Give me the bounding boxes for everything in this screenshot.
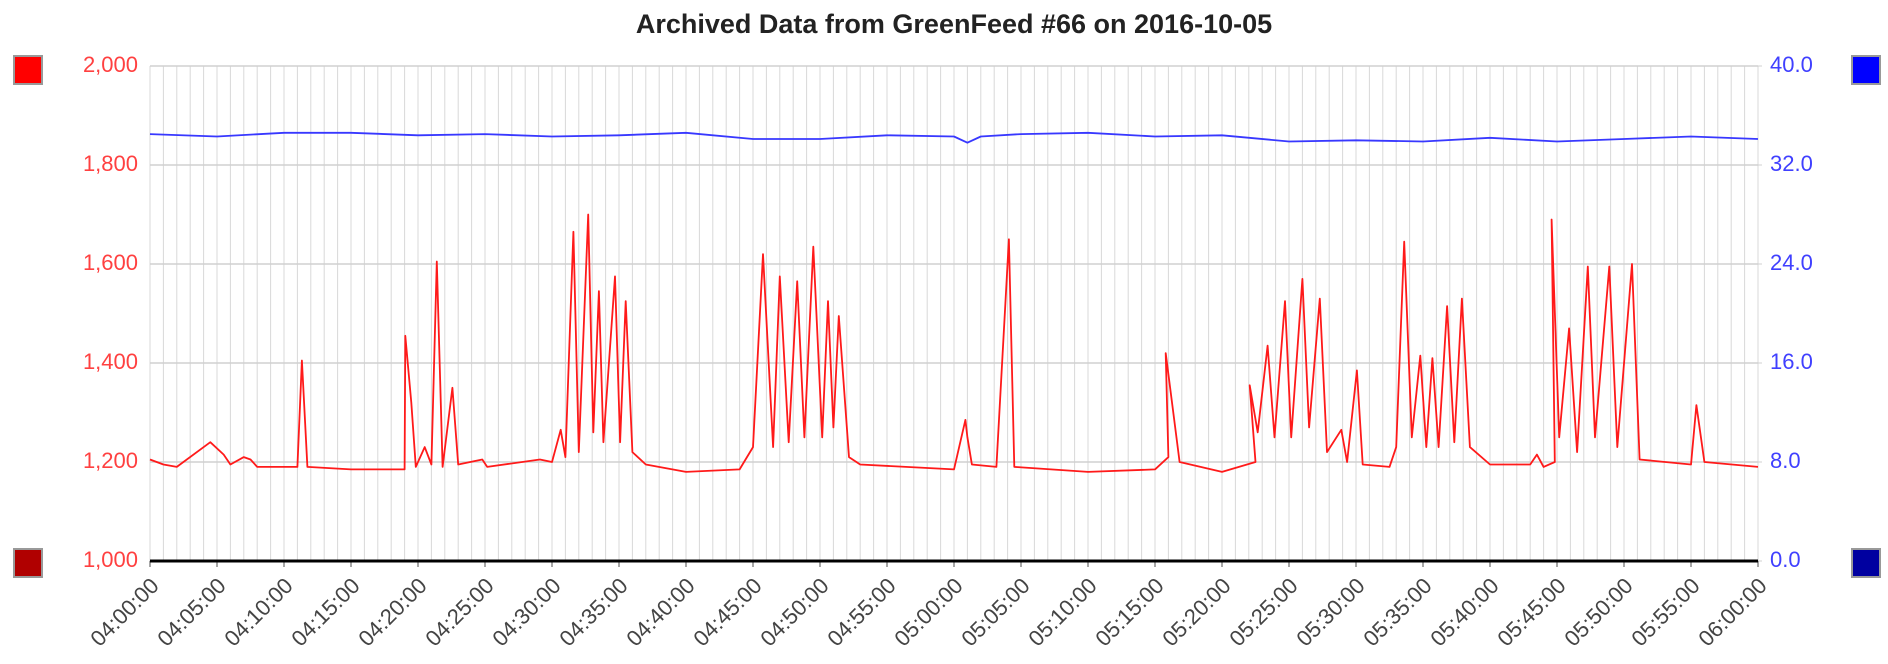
y2-tick-label: 16.0 — [1770, 349, 1813, 374]
y2-tick-label: 32.0 — [1770, 151, 1813, 176]
legend-icon[interactable] — [13, 55, 43, 85]
x-tick-label: 04:55:00 — [822, 573, 900, 651]
y-tick-label: 1,600 — [83, 250, 138, 275]
series-line — [149, 213, 1759, 473]
x-tick-label: 04:30:00 — [487, 573, 565, 651]
series-line — [149, 131, 1759, 144]
y-tick-label: 1,200 — [83, 448, 138, 473]
y2-tick-label: 0.0 — [1770, 547, 1801, 572]
legend-icon[interactable] — [1851, 548, 1881, 578]
x-tick-label: 04:25:00 — [420, 573, 498, 651]
y2-tick-label: 8.0 — [1770, 448, 1801, 473]
x-tick-label: 04:05:00 — [152, 573, 230, 651]
x-tick-label: 05:00:00 — [889, 573, 967, 651]
x-tick-label: 06:00:00 — [1693, 573, 1771, 651]
x-tick-label: 05:40:00 — [1425, 573, 1503, 651]
legend-icon[interactable] — [13, 548, 43, 578]
x-tick-label: 05:15:00 — [1090, 573, 1168, 651]
x-tick-label: 05:50:00 — [1559, 573, 1637, 651]
x-tick-label: 05:35:00 — [1358, 573, 1436, 651]
x-tick-label: 04:10:00 — [219, 573, 297, 651]
chart-title: Archived Data from GreenFeed #66 on 2016… — [636, 9, 1272, 39]
x-tick-label: 04:15:00 — [286, 573, 364, 651]
x-tick-label: 04:40:00 — [621, 573, 699, 651]
legend-icon[interactable] — [1851, 55, 1881, 85]
x-tick-label: 05:20:00 — [1157, 573, 1235, 651]
x-tick-label: 04:20:00 — [353, 573, 431, 651]
x-tick-label: 04:45:00 — [688, 573, 766, 651]
x-tick-label: 05:45:00 — [1492, 573, 1570, 651]
x-tick-label: 05:55:00 — [1626, 573, 1704, 651]
x-tick-label: 05:25:00 — [1224, 573, 1302, 651]
x-tick-label: 05:30:00 — [1291, 573, 1369, 651]
y-tick-label: 1,400 — [83, 349, 138, 374]
y-tick-label: 1,800 — [83, 151, 138, 176]
x-tick-label: 04:00:00 — [85, 573, 163, 651]
x-tick-label: 05:10:00 — [1023, 573, 1101, 651]
y-tick-label: 1,000 — [83, 547, 138, 572]
y2-tick-label: 24.0 — [1770, 250, 1813, 275]
x-tick-label: 04:50:00 — [755, 573, 833, 651]
y-tick-label: 2,000 — [83, 52, 138, 77]
x-tick-label: 05:05:00 — [956, 573, 1034, 651]
x-tick-label: 04:35:00 — [554, 573, 632, 651]
y2-tick-label: 40.0 — [1770, 52, 1813, 77]
